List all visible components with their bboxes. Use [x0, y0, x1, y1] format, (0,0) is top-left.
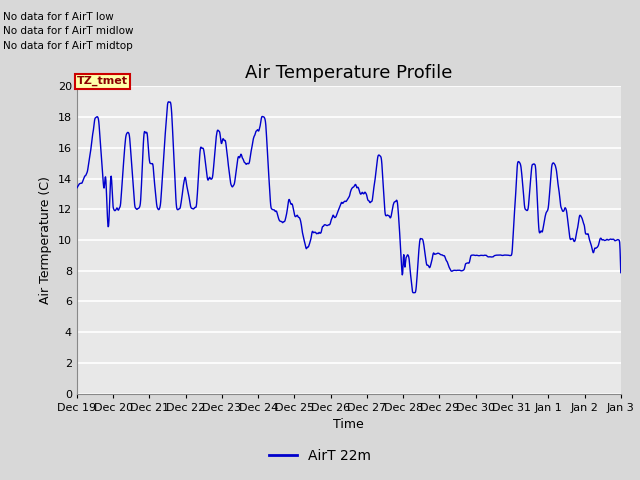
Text: No data for f AirT low: No data for f AirT low [3, 12, 114, 22]
Text: No data for f AirT midlow: No data for f AirT midlow [3, 26, 134, 36]
X-axis label: Time: Time [333, 418, 364, 431]
Title: Air Temperature Profile: Air Temperature Profile [245, 64, 452, 82]
Text: TZ_tmet: TZ_tmet [77, 76, 128, 86]
Y-axis label: Air Termperature (C): Air Termperature (C) [39, 176, 52, 304]
Legend: AirT 22m: AirT 22m [264, 443, 376, 468]
Text: No data for f AirT midtop: No data for f AirT midtop [3, 41, 133, 51]
